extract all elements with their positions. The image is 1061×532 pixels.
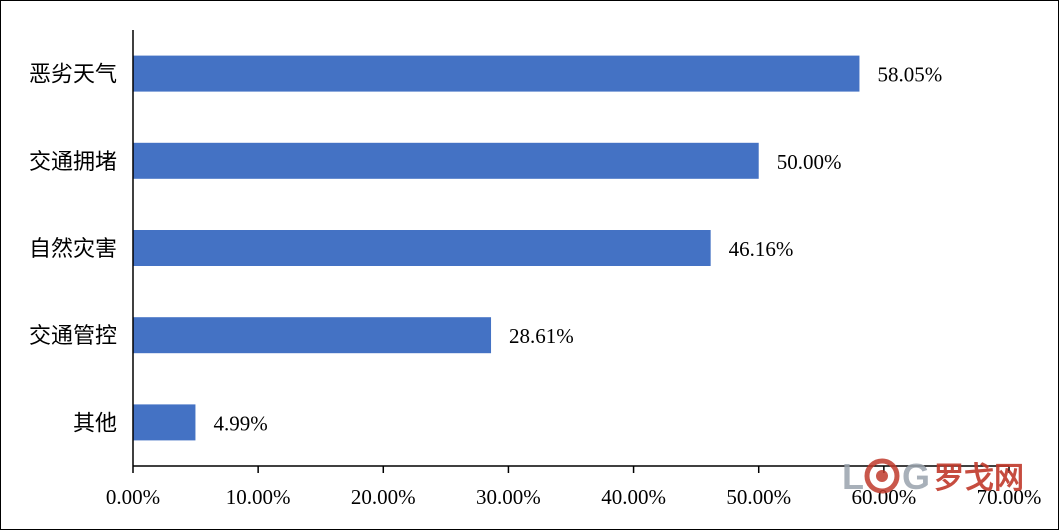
bars-group [133, 55, 860, 441]
watermark-letter-g: G [902, 456, 930, 496]
watermark-dot-icon [876, 470, 888, 482]
x-tick-label-0: 0.00% [106, 485, 160, 509]
bar-2 [133, 230, 711, 266]
category-label-1: 交通拥堵 [29, 150, 117, 175]
value-label-2: 46.16% [729, 237, 794, 261]
value-labels: 58.05% 50.00% 46.16% 28.61% 4.99% [213, 63, 942, 436]
category-label-4: 其他 [73, 411, 117, 436]
x-tick-label-3: 30.00% [476, 485, 541, 509]
watermark-text: 罗戈网 [934, 461, 1024, 496]
category-label-0: 恶劣天气 [29, 63, 117, 88]
x-tick-label-5: 50.00% [726, 485, 791, 509]
x-tick-label-7: 70.00% [977, 485, 1042, 509]
value-label-0: 58.05% [877, 63, 942, 87]
x-tick-label-4: 40.00% [601, 485, 666, 509]
bar-3 [133, 317, 492, 354]
category-label-3: 交通管控 [29, 324, 117, 349]
x-tick-labels: 0.00% 10.00% 20.00% 30.00% 40.00% 50.00% 60.00… [106, 485, 1042, 509]
x-tick-label-1: 10.00% [226, 485, 291, 509]
watermark-letter-l: L [842, 456, 864, 496]
bar-1 [133, 142, 759, 179]
watermark-logo: L G 罗戈网 [842, 456, 1024, 496]
x-tick-label-2: 20.00% [351, 485, 416, 509]
value-label-3: 28.61% [509, 324, 574, 348]
x-axis-ticks [132, 466, 1010, 473]
bar-0 [133, 55, 860, 92]
watermark-ring-icon [864, 458, 900, 494]
value-label-1: 50.00% [777, 150, 842, 174]
value-label-4: 4.99% [213, 411, 267, 435]
category-label-2: 自然灾害 [29, 237, 117, 262]
bar-4 [133, 404, 196, 441]
